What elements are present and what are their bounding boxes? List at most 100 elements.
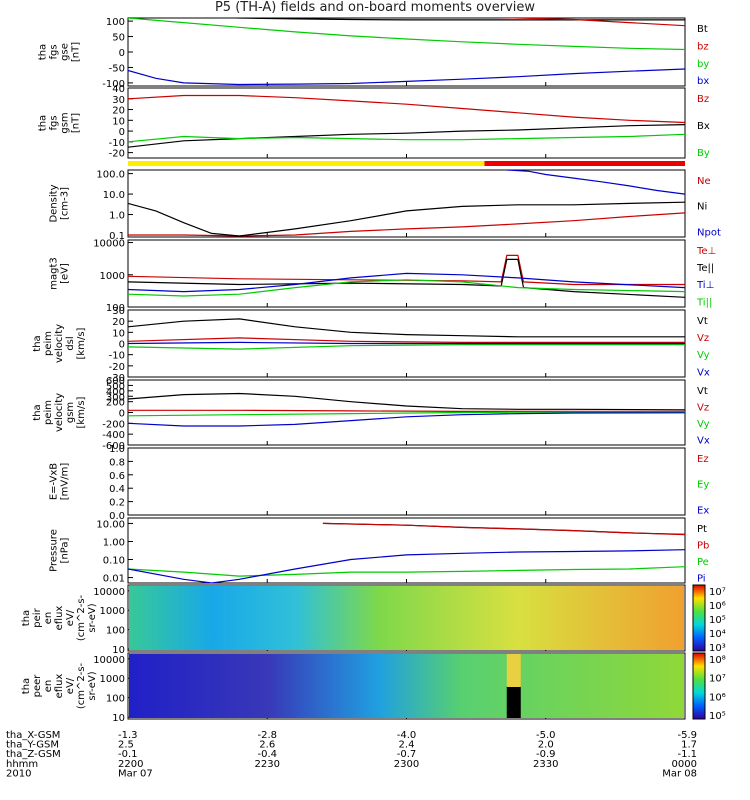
y-axis-label: [nPa]: [60, 537, 71, 563]
y-tick-label: -30: [109, 373, 125, 384]
y-tick-label: 10: [112, 645, 125, 656]
y-tick-label: 400: [106, 387, 125, 398]
panel-density: [127, 169, 686, 238]
y-tick-label: 10: [112, 713, 125, 724]
legend-entry: Vz: [697, 403, 709, 414]
legend-entry: Vx: [697, 436, 710, 447]
y-tick-label: 1000: [100, 271, 125, 282]
x-tick-label: 2.5: [118, 740, 134, 751]
y-tick-label: 10000: [93, 587, 125, 598]
legend-entry: Ti||: [696, 297, 712, 308]
series-line-Ti||: [128, 279, 685, 297]
chart-title: P5 (TH-A) fields and on-board moments ov…: [214, 0, 536, 15]
legend-entry: Vt: [697, 386, 708, 397]
series-line-Vt: [128, 392, 685, 411]
y-tick-label: 0.8: [109, 457, 125, 468]
x-tick-label: 2.6: [259, 740, 275, 751]
y-axis-label: peer: [32, 674, 43, 698]
y-axis-label: tha: [32, 335, 43, 351]
y-axis-label: peir: [32, 607, 43, 627]
y-axis-label: peim: [43, 400, 54, 425]
legend-entry: bx: [697, 76, 709, 87]
y-tick-label: 10000: [93, 239, 125, 250]
y-tick-label: 30: [112, 306, 125, 317]
series-line-Vy: [128, 344, 685, 350]
x-tick-label: -5.0: [536, 730, 556, 741]
y-tick-label: 10000: [93, 655, 125, 666]
panel-pressure: [127, 517, 686, 584]
panel-velocity_gsm: [127, 379, 686, 446]
y-tick-label: 0.10: [103, 556, 125, 567]
series-line-Bx: [128, 124, 685, 148]
legend-entry: Bt: [697, 24, 708, 35]
colorbar-label: 10⁸: [709, 655, 726, 666]
colorbar-label: 10⁵: [709, 711, 726, 722]
x-tick-label: 2230: [255, 759, 280, 770]
panel-fgs_gsm: [127, 87, 686, 166]
series-line-Bt: [217, 18, 685, 21]
series-line-Vy: [128, 411, 685, 417]
x-tick-label: 2300: [394, 759, 419, 770]
panel-frame: [127, 87, 686, 159]
panel-electron_eflux: [127, 652, 706, 720]
y-tick-label: -20: [109, 149, 125, 160]
series-line-Vt: [128, 318, 685, 338]
y-axis-label: tha: [21, 678, 32, 694]
x-axis-row-label: tha_Y-GSM: [6, 740, 59, 751]
y-tick-label: -100: [102, 79, 125, 90]
series-line-Pe: [128, 566, 685, 577]
y-tick-label: -600: [102, 441, 125, 452]
mode-bar-segment: [484, 161, 685, 166]
panel-frame: [127, 517, 686, 584]
series-line-Npot: [506, 170, 685, 195]
y-axis-label: fgs: [49, 44, 60, 59]
y-tick-label: 100: [106, 303, 125, 314]
y-axis-label: sr-eV): [87, 603, 98, 632]
legend-entry: Vt: [697, 316, 708, 327]
series-line-Te⊥: [128, 254, 685, 286]
y-tick-label: 0: [119, 127, 125, 138]
series-line-Vz: [128, 337, 685, 343]
legend-entry: Ey: [697, 480, 709, 491]
series-line-Pi: [128, 549, 685, 583]
y-tick-label: 100: [106, 694, 125, 705]
series-line-Vx: [128, 341, 685, 345]
legend-entry: Te⊥: [696, 246, 716, 257]
y-tick-label: 600: [106, 376, 125, 387]
legend-entry: Ti⊥: [696, 280, 714, 291]
y-tick-label: 0: [119, 340, 125, 351]
y-axis-label: gse: [60, 43, 71, 61]
panel-efield: [127, 447, 686, 516]
y-tick-label: 10.0: [103, 190, 125, 201]
y-axis-label: en: [43, 612, 54, 625]
colorbar: [692, 652, 706, 720]
y-tick-label: 10.00: [96, 519, 125, 530]
y-tick-label: 1.00: [103, 537, 125, 548]
y-axis-label: [km/s]: [76, 327, 87, 359]
y-tick-label: 200: [106, 398, 125, 409]
y-tick-label: 0.4: [109, 484, 125, 495]
series-line-bz: [495, 18, 685, 27]
y-axis-label: gsm: [65, 402, 76, 423]
y-axis-label: tha: [21, 610, 32, 626]
legend-entry: bz: [697, 41, 709, 52]
y-tick-label: 30: [112, 95, 125, 106]
y-axis-label: E=-VxB: [49, 463, 60, 500]
y-tick-label: -50: [109, 63, 125, 74]
y-tick-label: 40: [112, 84, 125, 95]
data-gap-top: [506, 654, 521, 687]
x-tick-label: 2.0: [538, 740, 554, 751]
x-tick-label: -0.1: [118, 749, 138, 760]
legend-entry: Npot: [697, 227, 721, 238]
panel-frame: [127, 17, 686, 87]
x-tick-label: -0.4: [257, 749, 277, 760]
y-axis-label: dsl: [65, 336, 76, 350]
y-tick-label: 20: [112, 317, 125, 328]
y-tick-label: 1000: [100, 674, 125, 685]
panel-velocity_dsl: [127, 309, 686, 378]
legend-entry: Pe: [697, 557, 709, 568]
colorbar-label: 10⁴: [709, 629, 726, 640]
y-tick-label: 500: [106, 381, 125, 392]
y-axis-label: eV/: [65, 677, 76, 694]
mode-bar-segment: [128, 161, 485, 166]
